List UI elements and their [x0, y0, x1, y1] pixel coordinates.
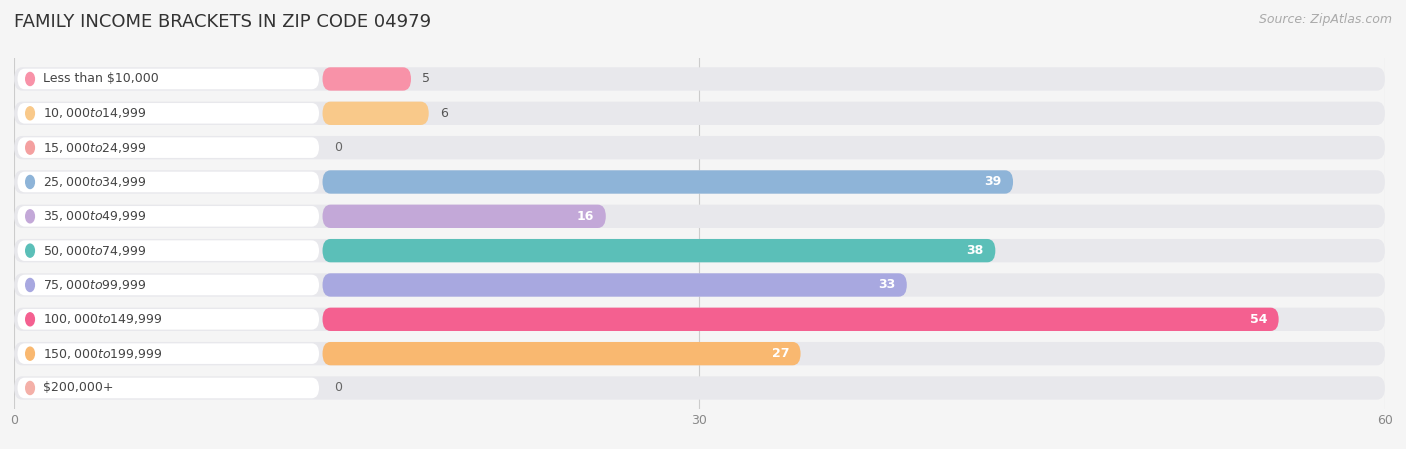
Text: $75,000 to $99,999: $75,000 to $99,999 — [42, 278, 146, 292]
Text: $200,000+: $200,000+ — [42, 382, 112, 395]
Text: $50,000 to $74,999: $50,000 to $74,999 — [42, 244, 146, 258]
Circle shape — [25, 72, 34, 85]
FancyBboxPatch shape — [17, 378, 319, 398]
Circle shape — [25, 141, 34, 154]
FancyBboxPatch shape — [17, 206, 319, 227]
Text: 0: 0 — [335, 141, 342, 154]
Circle shape — [25, 382, 34, 395]
FancyBboxPatch shape — [14, 136, 1385, 159]
Text: Source: ZipAtlas.com: Source: ZipAtlas.com — [1258, 13, 1392, 26]
Circle shape — [25, 210, 34, 223]
Circle shape — [25, 107, 34, 120]
Text: 38: 38 — [967, 244, 984, 257]
Text: 0: 0 — [335, 382, 342, 395]
FancyBboxPatch shape — [14, 67, 1385, 91]
Text: 6: 6 — [440, 107, 449, 120]
Text: 16: 16 — [576, 210, 595, 223]
Text: $25,000 to $34,999: $25,000 to $34,999 — [42, 175, 146, 189]
FancyBboxPatch shape — [17, 69, 319, 89]
FancyBboxPatch shape — [17, 275, 319, 295]
Text: $10,000 to $14,999: $10,000 to $14,999 — [42, 106, 146, 120]
Circle shape — [25, 313, 34, 326]
FancyBboxPatch shape — [17, 103, 319, 123]
FancyBboxPatch shape — [322, 101, 429, 125]
Text: $15,000 to $24,999: $15,000 to $24,999 — [42, 141, 146, 154]
FancyBboxPatch shape — [322, 205, 606, 228]
Circle shape — [25, 278, 34, 291]
Text: 27: 27 — [772, 347, 789, 360]
FancyBboxPatch shape — [17, 172, 319, 192]
FancyBboxPatch shape — [322, 342, 800, 365]
FancyBboxPatch shape — [14, 239, 1385, 262]
Text: 33: 33 — [879, 278, 896, 291]
Circle shape — [25, 176, 34, 189]
Text: $35,000 to $49,999: $35,000 to $49,999 — [42, 209, 146, 223]
FancyBboxPatch shape — [14, 342, 1385, 365]
Text: 5: 5 — [422, 72, 430, 85]
Text: Less than $10,000: Less than $10,000 — [42, 72, 159, 85]
FancyBboxPatch shape — [14, 273, 1385, 297]
Text: $100,000 to $149,999: $100,000 to $149,999 — [42, 313, 162, 326]
Circle shape — [25, 244, 34, 257]
FancyBboxPatch shape — [322, 273, 907, 297]
FancyBboxPatch shape — [322, 308, 1278, 331]
FancyBboxPatch shape — [322, 67, 411, 91]
FancyBboxPatch shape — [14, 170, 1385, 194]
FancyBboxPatch shape — [17, 309, 319, 330]
FancyBboxPatch shape — [322, 170, 1014, 194]
Circle shape — [25, 347, 34, 360]
FancyBboxPatch shape — [17, 343, 319, 364]
Text: 54: 54 — [1250, 313, 1267, 326]
FancyBboxPatch shape — [14, 376, 1385, 400]
FancyBboxPatch shape — [17, 137, 319, 158]
Text: $150,000 to $199,999: $150,000 to $199,999 — [42, 347, 162, 361]
Text: FAMILY INCOME BRACKETS IN ZIP CODE 04979: FAMILY INCOME BRACKETS IN ZIP CODE 04979 — [14, 13, 432, 31]
Text: 39: 39 — [984, 176, 1001, 189]
FancyBboxPatch shape — [17, 240, 319, 261]
FancyBboxPatch shape — [14, 101, 1385, 125]
FancyBboxPatch shape — [322, 239, 995, 262]
FancyBboxPatch shape — [14, 308, 1385, 331]
FancyBboxPatch shape — [14, 205, 1385, 228]
